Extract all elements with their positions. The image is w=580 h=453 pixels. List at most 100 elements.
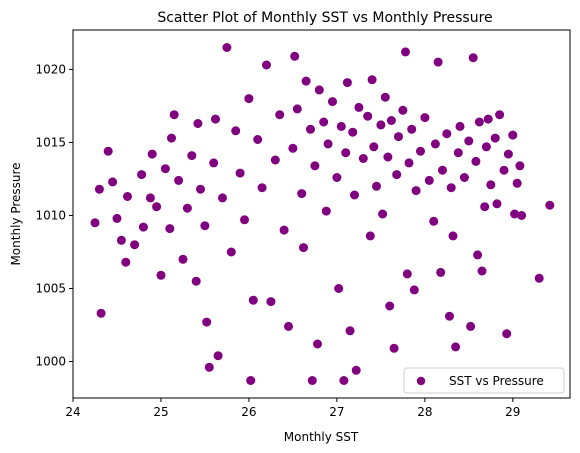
data-point	[152, 202, 162, 212]
data-point	[483, 114, 493, 124]
legend-box	[403, 367, 565, 394]
data-point	[319, 117, 329, 127]
data-point	[342, 78, 352, 88]
data-point	[321, 206, 331, 216]
data-point	[244, 94, 254, 104]
data-point	[380, 92, 390, 102]
data-point	[473, 250, 483, 260]
data-point	[389, 343, 399, 353]
data-point	[480, 202, 490, 212]
data-point	[499, 165, 509, 175]
data-point	[411, 186, 421, 196]
data-point	[517, 211, 527, 220]
data-point	[284, 321, 293, 331]
data-point	[481, 142, 491, 152]
data-point	[182, 203, 192, 213]
data-points	[90, 43, 555, 385]
data-point	[123, 192, 132, 201]
data-point	[167, 133, 176, 143]
data-point	[378, 209, 388, 219]
x-tick-label: 26	[241, 405, 256, 419]
data-point	[363, 111, 373, 121]
data-point	[385, 301, 395, 311]
chart-title: Scatter Plot of Monthly SST vs Monthly P…	[157, 10, 492, 26]
data-point	[226, 247, 236, 257]
data-point	[486, 180, 496, 190]
data-point	[350, 190, 359, 200]
data-point	[213, 351, 223, 361]
data-point	[442, 129, 452, 139]
data-point	[492, 199, 502, 209]
data-point	[279, 225, 289, 235]
data-point	[416, 146, 425, 156]
data-point	[365, 231, 375, 241]
data-point	[275, 110, 285, 120]
data-point	[165, 224, 175, 234]
data-point	[490, 133, 500, 143]
data-point	[328, 97, 337, 107]
data-point	[231, 126, 241, 136]
data-point	[103, 146, 113, 156]
data-point	[351, 365, 361, 375]
data-point	[545, 200, 555, 210]
data-point	[306, 124, 315, 134]
data-point	[174, 175, 184, 185]
data-point	[510, 209, 520, 219]
data-point	[160, 164, 170, 174]
data-point	[448, 231, 458, 241]
data-point	[451, 342, 461, 352]
data-point	[209, 158, 219, 168]
legend-marker	[416, 376, 426, 386]
legend: SST vs Pressure	[403, 367, 565, 394]
data-point	[369, 142, 379, 152]
data-point	[121, 257, 131, 267]
y-tick-label: 1005	[35, 281, 66, 295]
data-point	[94, 184, 104, 194]
data-point	[116, 235, 126, 245]
data-point	[202, 317, 212, 327]
data-point	[130, 240, 140, 250]
data-point	[436, 267, 446, 277]
data-point	[394, 132, 403, 142]
data-point	[138, 222, 148, 232]
data-point	[345, 326, 355, 336]
data-point	[424, 175, 434, 185]
x-tick-label: 27	[329, 405, 344, 419]
data-point	[145, 193, 155, 203]
x-tick-label: 29	[505, 405, 520, 419]
x-tick-label: 25	[153, 405, 168, 419]
data-point	[323, 139, 333, 149]
data-point	[495, 110, 505, 120]
data-point	[299, 243, 308, 253]
data-point	[147, 149, 157, 159]
data-point	[503, 149, 513, 159]
y-tick-label: 1000	[35, 354, 66, 368]
x-tick-label: 24	[65, 405, 80, 419]
data-point	[464, 136, 474, 146]
x-tick-label: 28	[417, 405, 432, 419]
data-point	[446, 183, 456, 193]
data-point	[204, 362, 214, 372]
data-point	[292, 104, 302, 114]
y-axis-ticks: 1000 1005 1010 1015 1020	[35, 62, 73, 368]
data-point	[196, 184, 205, 194]
data-point	[240, 215, 249, 225]
data-point	[262, 60, 271, 70]
data-point	[270, 155, 280, 165]
data-point	[430, 139, 440, 149]
data-point	[266, 297, 276, 307]
data-point	[108, 177, 118, 187]
y-tick-label: 1010	[35, 208, 66, 222]
data-point	[112, 213, 122, 223]
data-point	[407, 124, 417, 134]
data-point	[313, 339, 322, 349]
data-point	[332, 173, 342, 182]
data-point	[307, 376, 317, 385]
data-point	[358, 154, 368, 163]
data-point	[187, 151, 197, 161]
data-point	[288, 143, 298, 153]
data-point	[310, 161, 320, 171]
data-point	[211, 114, 220, 124]
data-point	[339, 376, 349, 385]
